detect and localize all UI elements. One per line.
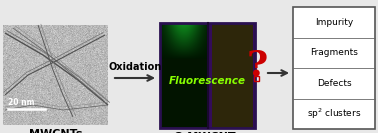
Bar [160,23,255,128]
Bar [7,101,46,113]
Text: sp$^2$ clusters: sp$^2$ clusters [307,107,361,121]
Text: O-MWCNTs: O-MWCNTs [174,132,242,133]
Text: ?: ? [246,49,268,83]
Text: Defects: Defects [317,79,351,88]
Text: Fluorescence: Fluorescence [169,76,246,86]
Bar [293,7,375,129]
Text: Oxidation: Oxidation [108,62,162,72]
Text: 20 nm: 20 nm [8,98,34,107]
Text: Fragments: Fragments [310,48,358,57]
Bar [254,76,259,81]
Text: Impurity: Impurity [315,18,353,27]
Text: MWCNTs: MWCNTs [29,129,82,133]
